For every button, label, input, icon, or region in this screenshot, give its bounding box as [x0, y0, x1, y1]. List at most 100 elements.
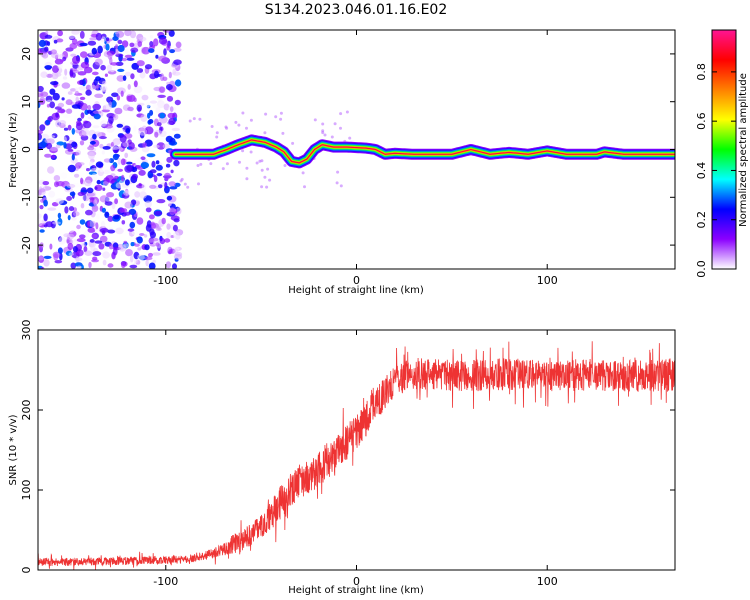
noise-blob [321, 122, 325, 126]
noise-blob [154, 210, 163, 216]
noise-blob [199, 162, 203, 166]
noise-blob [101, 150, 105, 155]
noise-blob [88, 151, 95, 160]
noise-blob [39, 124, 46, 131]
noise-blob [70, 88, 77, 92]
colorbar-tick-label: 0.2 [695, 211, 708, 229]
noise-blob [79, 234, 86, 239]
noise-blob [101, 80, 107, 85]
noise-blob [81, 128, 90, 137]
noise-blob [141, 183, 146, 192]
noise-blob [336, 170, 340, 174]
colorbar: 0.0 0.2 0.4 0.6 0.8 Normalized spectral ampl… [695, 29, 749, 278]
noise-blob [92, 133, 97, 140]
noise-blob [162, 30, 171, 33]
noise-blob [163, 172, 171, 180]
noise-blob [107, 229, 116, 234]
noise-blob [68, 252, 74, 256]
noise-blob [74, 114, 77, 122]
noise-blob [91, 47, 98, 55]
colorbar-label: Normalized spectral amplitude [738, 73, 749, 227]
noise-blob [70, 262, 77, 269]
noise-blob [96, 179, 101, 185]
noise-blob [121, 261, 126, 269]
noise-blob [141, 46, 151, 55]
noise-blob [330, 135, 334, 139]
noise-blob [133, 80, 138, 88]
noise-blob [125, 249, 133, 257]
noise-blob [89, 140, 96, 145]
noise-blob [345, 110, 349, 114]
noise-blob [69, 191, 76, 197]
noise-blob [47, 166, 55, 174]
noise-blob [249, 150, 253, 154]
noise-blob [78, 86, 87, 91]
noise-blob [67, 242, 74, 251]
noise-blob [46, 73, 53, 78]
noise-blob [64, 68, 68, 76]
noise-blob [95, 76, 101, 82]
noise-blob [148, 252, 153, 258]
noise-blob [131, 173, 138, 180]
snr-line [38, 341, 675, 570]
noise-blob [104, 124, 113, 129]
noise-blob [283, 164, 287, 167]
noise-blob [93, 113, 101, 120]
noise-blob [91, 259, 99, 263]
noise-blob [45, 221, 54, 228]
noise-blob [123, 190, 131, 196]
noise-blob [215, 135, 219, 139]
noise-blob [67, 215, 71, 221]
noise-blob [130, 47, 139, 53]
y-tick-label: 0 [20, 146, 33, 153]
noise-blob [144, 200, 152, 208]
noise-blob [100, 220, 106, 228]
noise-blob [144, 64, 153, 70]
snr-x-ticks: -100 0 100 [153, 330, 558, 588]
noise-blob [52, 92, 60, 101]
noise-blob [156, 142, 166, 150]
noise-blob [241, 111, 245, 115]
y-tick-label: -20 [20, 236, 33, 254]
noise-blob [225, 162, 229, 166]
noise-blob [38, 133, 42, 141]
noise-blob [57, 247, 63, 254]
noise-blob [159, 238, 166, 245]
noise-blob [91, 71, 99, 76]
noise-blob [75, 162, 85, 166]
x-tick-label: 100 [537, 274, 558, 287]
noise-blob [165, 135, 173, 143]
noise-blob [117, 168, 123, 172]
noise-blob [260, 185, 264, 189]
noise-blob [155, 242, 160, 247]
noise-blob [245, 177, 249, 181]
noise-blob [67, 124, 72, 131]
noise-blob [86, 168, 90, 172]
noise-blob [95, 32, 103, 41]
noise-blob [44, 153, 52, 158]
noise-blob [54, 260, 63, 264]
noise-blob [169, 186, 178, 190]
ridge-layer [174, 139, 675, 164]
noise-blob [110, 146, 120, 150]
noise-blob [49, 146, 59, 152]
noise-blob [105, 175, 115, 183]
snr-frame [37, 329, 676, 571]
noise-blob [74, 262, 83, 267]
noise-blob [61, 97, 65, 101]
noise-blob [137, 254, 145, 261]
noise-blob [44, 138, 52, 144]
noise-blob [80, 112, 85, 119]
x-tick-label: -100 [153, 575, 178, 588]
noise-blob [50, 154, 56, 159]
noise-blob [279, 111, 283, 115]
noise-blob [123, 240, 128, 245]
noise-blob [66, 196, 72, 201]
noise-blob [39, 229, 45, 233]
noise-blob [66, 183, 76, 189]
noise-blob [265, 185, 269, 189]
noise-blob [137, 247, 142, 251]
noise-blob [112, 153, 119, 161]
noise-blob [83, 258, 89, 263]
noise-blob [38, 256, 45, 261]
